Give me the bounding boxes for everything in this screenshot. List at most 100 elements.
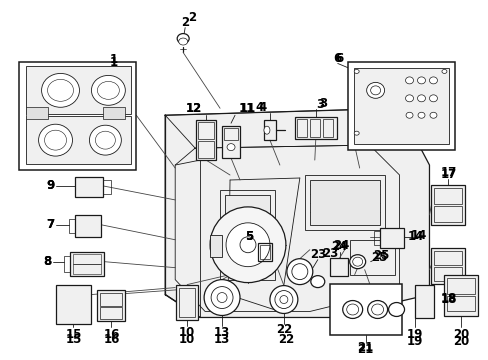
- Bar: [25, 107, 47, 119]
- Ellipse shape: [178, 38, 187, 45]
- Ellipse shape: [264, 126, 269, 134]
- Ellipse shape: [177, 33, 189, 44]
- Ellipse shape: [441, 69, 446, 73]
- Circle shape: [279, 296, 287, 303]
- Ellipse shape: [41, 73, 80, 107]
- Ellipse shape: [97, 81, 119, 99]
- Ellipse shape: [349, 255, 365, 269]
- Text: 3: 3: [315, 98, 323, 111]
- Bar: [73, 254, 101, 264]
- Bar: [294, 117, 336, 139]
- Circle shape: [286, 259, 312, 285]
- Ellipse shape: [429, 112, 436, 118]
- Bar: [222, 126, 240, 158]
- Ellipse shape: [346, 304, 358, 315]
- Circle shape: [203, 280, 240, 315]
- Text: 6: 6: [335, 52, 343, 65]
- Bar: [70, 252, 104, 276]
- Bar: [100, 293, 122, 306]
- Text: 15: 15: [65, 328, 81, 341]
- Ellipse shape: [405, 112, 412, 118]
- Ellipse shape: [367, 301, 387, 319]
- Text: 14: 14: [407, 230, 423, 243]
- Ellipse shape: [352, 257, 362, 266]
- Text: 8: 8: [43, 255, 52, 268]
- Ellipse shape: [89, 125, 121, 155]
- Ellipse shape: [226, 144, 235, 150]
- Bar: [103, 107, 125, 119]
- Text: 24: 24: [331, 240, 347, 253]
- Bar: [430, 185, 465, 225]
- Ellipse shape: [91, 75, 125, 105]
- Bar: [373, 231, 379, 245]
- Bar: [224, 128, 238, 140]
- Text: 25: 25: [371, 251, 387, 264]
- Bar: [304, 175, 384, 230]
- Bar: [329, 258, 347, 276]
- Ellipse shape: [370, 86, 380, 95]
- Text: 21: 21: [357, 341, 373, 354]
- Bar: [220, 190, 274, 280]
- Ellipse shape: [428, 95, 437, 102]
- Bar: [103, 180, 111, 194]
- Text: 22: 22: [275, 323, 291, 336]
- Text: 9: 9: [46, 180, 55, 193]
- Bar: [296, 119, 306, 137]
- Text: 21: 21: [357, 343, 373, 356]
- Text: 20: 20: [452, 328, 468, 341]
- Text: 12: 12: [185, 102, 202, 115]
- Text: 2: 2: [181, 16, 189, 29]
- Ellipse shape: [405, 95, 413, 102]
- Bar: [309, 180, 379, 225]
- Ellipse shape: [353, 131, 359, 135]
- Bar: [68, 219, 75, 233]
- Text: 14: 14: [409, 229, 426, 242]
- Ellipse shape: [417, 112, 424, 118]
- Text: 18: 18: [439, 293, 456, 306]
- Text: 5: 5: [244, 230, 253, 243]
- Ellipse shape: [405, 77, 413, 84]
- Bar: [379, 228, 403, 248]
- Bar: [309, 119, 319, 137]
- Ellipse shape: [310, 276, 324, 288]
- Circle shape: [210, 207, 285, 283]
- Bar: [97, 289, 125, 321]
- Bar: [198, 122, 214, 139]
- Ellipse shape: [417, 77, 425, 84]
- Bar: [260, 245, 269, 259]
- Text: 13: 13: [214, 326, 230, 339]
- Bar: [100, 306, 122, 319]
- Bar: [349, 240, 394, 275]
- Bar: [414, 285, 433, 319]
- Bar: [25, 116, 131, 164]
- Text: 22: 22: [277, 333, 293, 346]
- Text: 12: 12: [185, 102, 202, 115]
- Bar: [433, 267, 462, 280]
- Circle shape: [225, 223, 269, 267]
- Text: 23: 23: [321, 247, 337, 260]
- Text: 24: 24: [333, 239, 349, 252]
- Ellipse shape: [417, 95, 425, 102]
- Text: 11: 11: [240, 102, 256, 115]
- Text: 19: 19: [406, 335, 422, 348]
- Bar: [196, 120, 216, 160]
- Bar: [63, 256, 70, 272]
- Ellipse shape: [44, 130, 66, 150]
- Bar: [19, 62, 136, 170]
- Text: 15: 15: [65, 333, 81, 346]
- Bar: [329, 284, 401, 336]
- Ellipse shape: [388, 302, 404, 316]
- Bar: [444, 275, 477, 316]
- Bar: [433, 206, 462, 222]
- Text: 7: 7: [46, 218, 55, 231]
- Text: 16: 16: [103, 328, 120, 341]
- Text: 10: 10: [179, 333, 195, 346]
- Text: 5: 5: [244, 230, 253, 243]
- Circle shape: [217, 293, 226, 302]
- Text: 10: 10: [179, 326, 195, 339]
- Bar: [179, 288, 195, 318]
- Ellipse shape: [342, 301, 362, 319]
- Bar: [73, 264, 101, 274]
- Text: 17: 17: [439, 167, 456, 180]
- Bar: [353, 68, 448, 144]
